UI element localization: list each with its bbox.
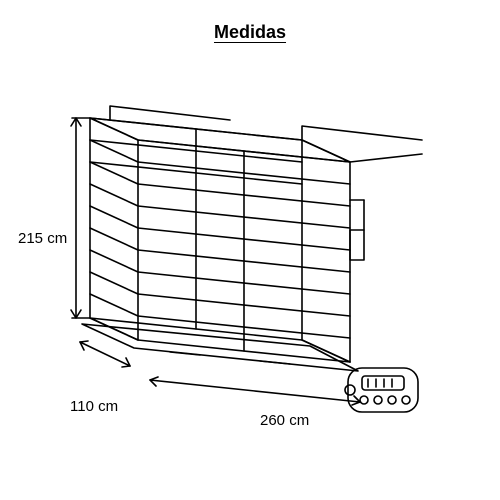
length-label: 260 cm — [260, 412, 309, 429]
dimension-diagram: 215 cm 110 cm 260 cm — [50, 80, 450, 460]
depth-label: 110 cm — [70, 398, 118, 415]
page: Medidas 215 cm 110 cm 260 cm — [0, 0, 500, 500]
height-label: 215 cm — [18, 230, 67, 247]
weigh-indicator-icon — [345, 368, 418, 412]
page-title: Medidas — [0, 22, 500, 43]
